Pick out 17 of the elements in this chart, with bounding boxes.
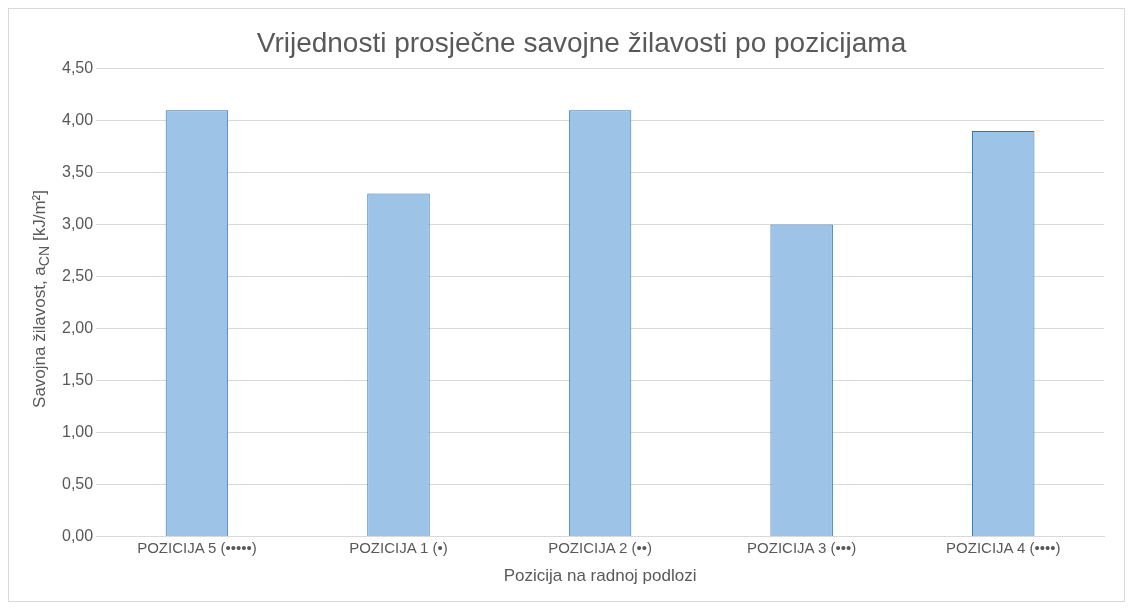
x-tick-label: POZICIJA 5 (•••••) bbox=[137, 538, 257, 556]
y-tick-label: 3,50 bbox=[62, 163, 94, 181]
y-tick-label: 3,00 bbox=[62, 215, 94, 233]
x-tick-label: POZICIJA 4 (••••) bbox=[946, 538, 1061, 556]
y-tick-label: 0,50 bbox=[62, 475, 94, 493]
y-tick-label: 2,00 bbox=[62, 319, 94, 337]
y-tick-label: 1,00 bbox=[62, 423, 94, 441]
y-tick-label: 1,50 bbox=[62, 371, 94, 389]
x-tick-label: POZICIJA 1 (•) bbox=[349, 538, 448, 556]
chart-title: Vrijednosti prosječne savojne žilavosti po pozicijama bbox=[256, 26, 907, 58]
y-tick-label: 4,00 bbox=[62, 111, 94, 129]
y-tick-label: 2,50 bbox=[62, 267, 94, 285]
x-tick-label: POZICIJA 2 (••) bbox=[548, 538, 652, 556]
x-axis-title: Pozicija na radnoj podlozi bbox=[503, 566, 697, 586]
y-tick-label: 0,00 bbox=[62, 527, 94, 545]
x-tick-label: POZICIJA 3 (•••) bbox=[747, 538, 857, 556]
y-tick-label: 4,50 bbox=[62, 59, 94, 77]
